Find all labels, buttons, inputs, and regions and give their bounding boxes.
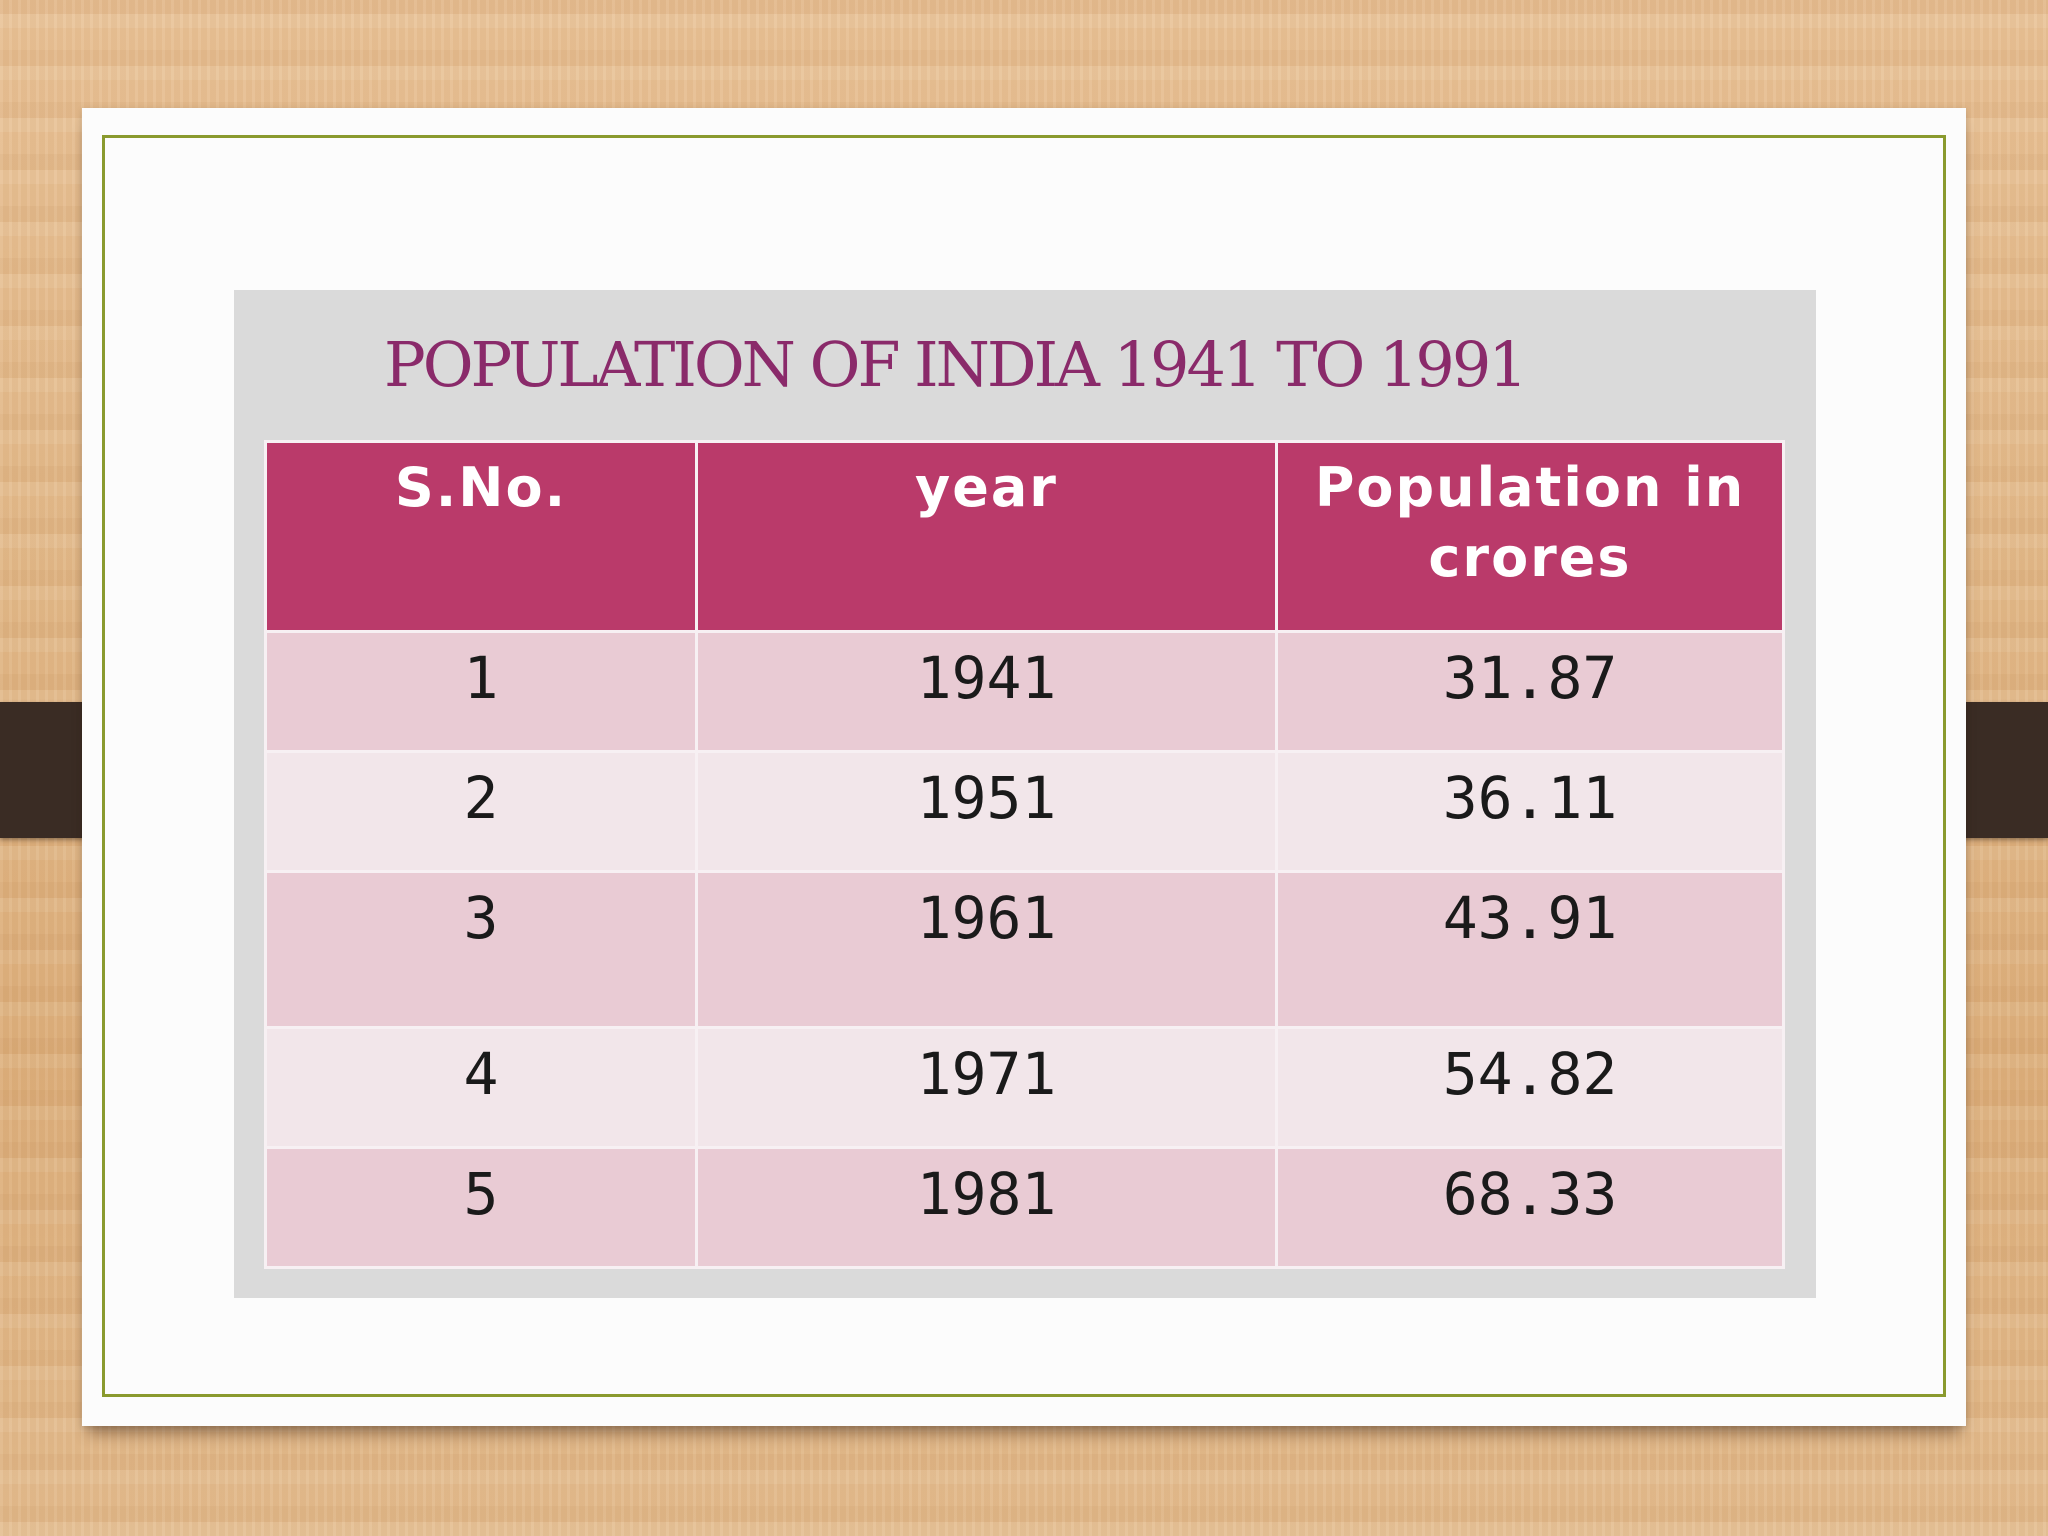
cell-sno: 1 [264,630,698,753]
cell-year: 1951 [695,750,1278,873]
cell-population: 31.87 [1275,630,1785,753]
slide-title: POPULATION OF INDIA 1941 TO 1991 [384,328,1528,401]
table-row: 2 1951 36.11 [264,750,1785,873]
slide-border-frame [102,135,1946,1397]
table-row: 5 1981 68.33 [264,1146,1785,1269]
table-row: 1 1941 31.87 [264,630,1785,753]
cell-population: 54.82 [1275,1026,1785,1149]
cell-sno: 3 [264,870,698,1029]
header-population: Population in crores [1275,440,1785,633]
header-sno: S.No. [264,440,698,633]
table-row: 3 1961 43.91 [264,870,1785,1029]
cell-sno: 4 [264,1026,698,1149]
slide: POPULATION OF INDIA 1941 TO 1991 S.No. y… [82,108,1966,1426]
cell-year: 1971 [695,1026,1278,1149]
cell-sno: 2 [264,750,698,873]
content-panel: POPULATION OF INDIA 1941 TO 1991 S.No. y… [234,290,1816,1298]
cell-year: 1961 [695,870,1278,1029]
cell-year: 1941 [695,630,1278,753]
cell-year: 1981 [695,1146,1278,1269]
table-row: 4 1971 54.82 [264,1026,1785,1149]
table-header-row: S.No. year Population in crores [264,440,1785,633]
cell-sno: 5 [264,1146,698,1269]
cell-population: 68.33 [1275,1146,1785,1269]
cell-population: 43.91 [1275,870,1785,1029]
header-year: year [695,440,1278,633]
cell-population: 36.11 [1275,750,1785,873]
population-table: S.No. year Population in crores 1 1941 3… [264,440,1785,1269]
